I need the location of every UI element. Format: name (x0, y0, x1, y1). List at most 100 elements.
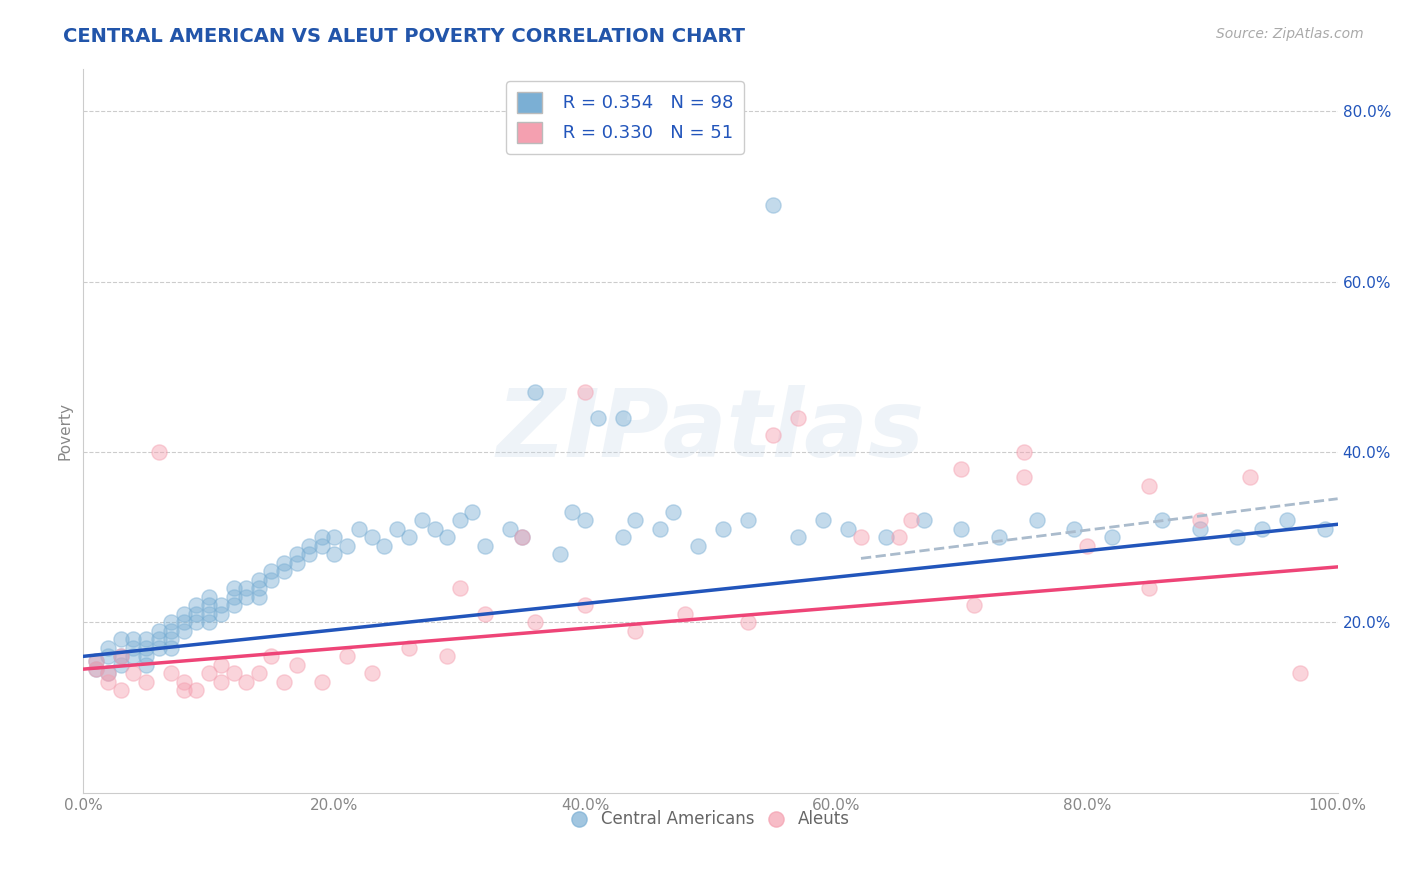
Point (887, 530, 910, 544)
Point (160, 640, 183, 655)
Point (1076, 539, 1098, 553)
Point (1101, 530, 1123, 544)
Point (1289, 666, 1312, 681)
Point (787, 410, 810, 425)
Point (110, 649, 132, 664)
Point (273, 556, 295, 570)
Point (173, 624, 195, 638)
Point (160, 632, 183, 647)
Point (436, 649, 458, 664)
Point (436, 530, 458, 544)
Point (285, 547, 308, 561)
Point (97, 666, 120, 681)
Point (624, 513, 647, 527)
Point (311, 530, 333, 544)
Point (186, 599, 208, 613)
Point (711, 522, 734, 536)
Point (900, 513, 922, 527)
Point (837, 522, 859, 536)
Point (122, 632, 145, 647)
Point (209, 657, 232, 672)
Point (673, 607, 696, 621)
Point (510, 530, 533, 544)
Point (336, 649, 359, 664)
Point (813, 513, 835, 527)
Point (1025, 513, 1047, 527)
Point (963, 599, 986, 613)
Point (173, 607, 195, 621)
Point (912, 513, 935, 527)
Point (285, 657, 308, 672)
Y-axis label: Poverty: Poverty (58, 401, 72, 459)
Legend: Central Americans, Aleuts: Central Americans, Aleuts (564, 804, 856, 835)
Point (574, 599, 596, 613)
Point (247, 573, 270, 587)
Point (110, 632, 132, 647)
Point (612, 410, 634, 425)
Point (135, 649, 157, 664)
Point (235, 590, 257, 604)
Point (84, 654, 107, 668)
Point (574, 385, 596, 400)
Point (548, 547, 571, 561)
Point (122, 649, 145, 664)
Point (135, 640, 157, 655)
Point (523, 615, 546, 630)
Point (135, 632, 157, 647)
Point (148, 640, 170, 655)
Point (97, 640, 120, 655)
Point (160, 615, 183, 630)
Point (222, 599, 245, 613)
Point (1277, 513, 1299, 527)
Point (385, 522, 408, 536)
Point (148, 445, 170, 459)
Point (360, 530, 382, 544)
Point (273, 674, 295, 689)
Point (197, 615, 219, 630)
Point (787, 530, 810, 544)
Point (449, 581, 471, 595)
Point (84, 662, 107, 676)
Point (1226, 530, 1249, 544)
Point (1150, 513, 1173, 527)
Point (222, 666, 245, 681)
Point (523, 385, 546, 400)
Point (260, 564, 283, 578)
Point (988, 530, 1011, 544)
Point (222, 581, 245, 595)
Point (323, 530, 346, 544)
Point (499, 522, 522, 536)
Point (1063, 522, 1085, 536)
Point (148, 632, 170, 647)
Point (849, 530, 872, 544)
Point (122, 666, 145, 681)
Point (247, 666, 270, 681)
Point (510, 530, 533, 544)
Point (260, 649, 283, 664)
Point (474, 607, 496, 621)
Point (186, 607, 208, 621)
Point (875, 530, 897, 544)
Point (247, 581, 270, 595)
Text: CENTRAL AMERICAN VS ALEUT POVERTY CORRELATION CHART: CENTRAL AMERICAN VS ALEUT POVERTY CORREL… (63, 27, 745, 45)
Point (311, 674, 333, 689)
Point (110, 683, 132, 698)
Point (197, 599, 219, 613)
Point (686, 539, 709, 553)
Point (160, 624, 183, 638)
Point (561, 504, 583, 518)
Point (1139, 581, 1161, 595)
Point (247, 590, 270, 604)
Point (110, 657, 132, 672)
Point (474, 539, 496, 553)
Point (423, 522, 446, 536)
Point (1188, 513, 1211, 527)
Point (209, 607, 232, 621)
Point (1139, 479, 1161, 493)
Point (1012, 470, 1035, 484)
Point (360, 666, 382, 681)
Point (950, 462, 973, 476)
Point (285, 556, 308, 570)
Point (84, 654, 107, 668)
Point (650, 522, 672, 536)
